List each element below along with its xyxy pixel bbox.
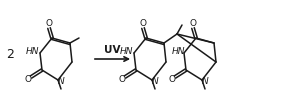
Text: O: O — [119, 76, 125, 84]
Text: HN: HN — [120, 48, 134, 56]
Text: N: N — [152, 77, 158, 85]
Text: O: O — [24, 76, 32, 84]
Text: N: N — [58, 77, 64, 85]
Text: O: O — [45, 20, 53, 28]
Text: O: O — [168, 76, 176, 84]
Text: O: O — [140, 20, 147, 28]
Text: HN: HN — [26, 48, 40, 56]
Text: HN: HN — [172, 48, 186, 56]
Text: 2: 2 — [6, 49, 14, 61]
Text: O: O — [189, 20, 196, 28]
Text: UV: UV — [104, 45, 121, 55]
Text: N: N — [201, 77, 208, 85]
